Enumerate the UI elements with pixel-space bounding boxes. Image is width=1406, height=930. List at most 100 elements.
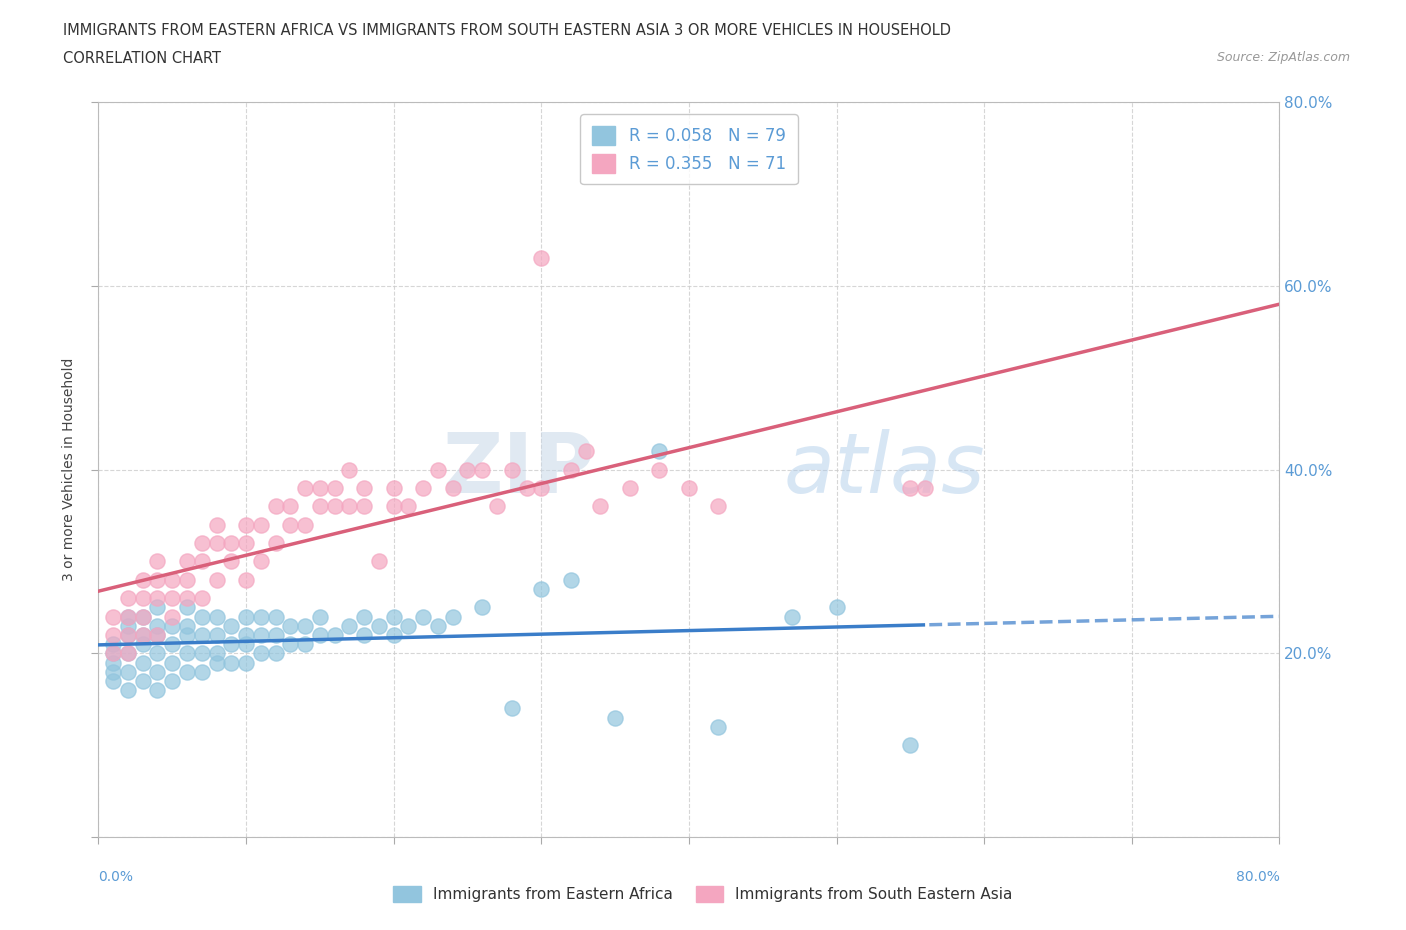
Point	[205, 517, 228, 532]
Point	[132, 572, 155, 588]
Point	[176, 572, 198, 588]
Point	[678, 481, 700, 496]
Point	[205, 572, 228, 588]
Point	[132, 591, 155, 605]
Point	[250, 517, 273, 532]
Point	[205, 645, 228, 660]
Point	[221, 554, 243, 569]
Point	[250, 628, 273, 643]
Point	[132, 673, 155, 688]
Point	[146, 664, 169, 679]
Point	[191, 591, 214, 605]
Point	[782, 609, 804, 624]
Point	[205, 609, 228, 624]
Point	[176, 628, 198, 643]
Text: IMMIGRANTS FROM EASTERN AFRICA VS IMMIGRANTS FROM SOUTH EASTERN ASIA 3 OR MORE V: IMMIGRANTS FROM EASTERN AFRICA VS IMMIGR…	[63, 23, 952, 38]
Point	[117, 645, 139, 660]
Point	[486, 498, 509, 513]
Point	[146, 572, 169, 588]
Point	[280, 618, 302, 633]
Point	[294, 481, 316, 496]
Point	[191, 645, 214, 660]
Legend: Immigrants from Eastern Africa, Immigrants from South Eastern Asia: Immigrants from Eastern Africa, Immigran…	[387, 880, 1019, 909]
Point	[103, 645, 125, 660]
Point	[294, 618, 316, 633]
Point	[205, 628, 228, 643]
Point	[530, 581, 553, 596]
Point	[162, 618, 183, 633]
Point	[146, 600, 169, 615]
Point	[707, 498, 730, 513]
Point	[353, 498, 375, 513]
Point	[605, 711, 627, 725]
Point	[280, 637, 302, 652]
Point	[117, 609, 139, 624]
Point	[427, 462, 450, 477]
Point	[221, 655, 243, 670]
Point	[146, 628, 169, 643]
Point	[162, 609, 183, 624]
Point	[176, 591, 198, 605]
Point	[162, 637, 183, 652]
Point	[648, 462, 671, 477]
Point	[560, 462, 582, 477]
Point	[132, 637, 155, 652]
Point	[162, 655, 183, 670]
Point	[117, 618, 139, 633]
Point	[264, 609, 287, 624]
Point	[103, 628, 125, 643]
Point	[560, 572, 582, 588]
Point	[264, 498, 287, 513]
Point	[412, 609, 434, 624]
Point	[516, 481, 538, 496]
Point	[457, 462, 479, 477]
Point	[427, 618, 450, 633]
Point	[103, 645, 125, 660]
Point	[103, 609, 125, 624]
Point	[103, 637, 125, 652]
Point	[117, 628, 139, 643]
Point	[176, 664, 198, 679]
Point	[339, 498, 361, 513]
Legend: R = 0.058   N = 79, R = 0.355   N = 71: R = 0.058 N = 79, R = 0.355 N = 71	[581, 114, 797, 184]
Point	[280, 498, 302, 513]
Point	[235, 517, 257, 532]
Text: 0.0%: 0.0%	[98, 870, 134, 884]
Point	[619, 481, 641, 496]
Point	[264, 645, 287, 660]
Point	[162, 591, 183, 605]
Point	[146, 591, 169, 605]
Point	[353, 628, 375, 643]
Point	[353, 481, 375, 496]
Point	[309, 628, 332, 643]
Text: atlas: atlas	[783, 429, 986, 511]
Point	[132, 655, 155, 670]
Point	[900, 481, 922, 496]
Point	[648, 444, 671, 458]
Point	[132, 609, 155, 624]
Point	[323, 498, 346, 513]
Point	[441, 481, 464, 496]
Point	[191, 628, 214, 643]
Point	[309, 481, 332, 496]
Point	[398, 498, 420, 513]
Point	[146, 683, 169, 698]
Point	[117, 609, 139, 624]
Point	[471, 462, 494, 477]
Point	[382, 481, 405, 496]
Point	[146, 554, 169, 569]
Point	[264, 536, 287, 551]
Point	[191, 554, 214, 569]
Point	[589, 498, 612, 513]
Point	[176, 600, 198, 615]
Y-axis label: 3 or more Vehicles in Household: 3 or more Vehicles in Household	[62, 358, 76, 581]
Text: Source: ZipAtlas.com: Source: ZipAtlas.com	[1216, 51, 1350, 64]
Point	[191, 536, 214, 551]
Point	[235, 609, 257, 624]
Point	[235, 572, 257, 588]
Point	[294, 517, 316, 532]
Point	[146, 645, 169, 660]
Point	[294, 637, 316, 652]
Point	[914, 481, 936, 496]
Point	[382, 628, 405, 643]
